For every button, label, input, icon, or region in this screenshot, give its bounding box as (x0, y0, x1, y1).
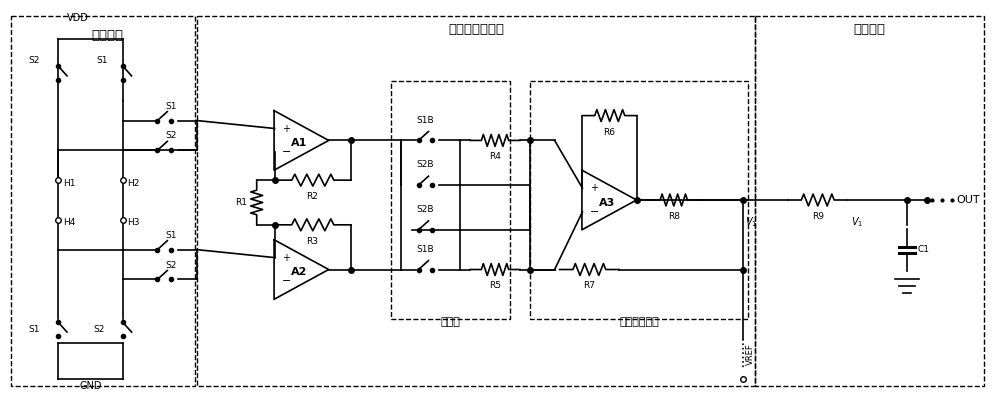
Text: S2: S2 (165, 260, 177, 270)
Text: S2: S2 (165, 132, 177, 140)
Bar (391, 81, 510, 319)
Text: S1B: S1B (417, 116, 434, 124)
Text: A3: A3 (599, 198, 615, 208)
Text: 低通滤波: 低通滤波 (853, 23, 885, 36)
Text: −: − (282, 147, 291, 157)
Text: OUT: OUT (957, 195, 980, 205)
Text: GND: GND (80, 381, 102, 391)
Text: R4: R4 (489, 152, 501, 161)
Text: −: − (590, 207, 599, 217)
Text: −: − (282, 276, 291, 286)
Text: S1: S1 (165, 102, 177, 111)
Text: S1: S1 (29, 324, 40, 334)
Text: S2: S2 (93, 324, 105, 334)
Text: H3: H3 (128, 218, 140, 227)
Text: VREF: VREF (746, 343, 755, 365)
Text: R5: R5 (489, 282, 501, 290)
Text: A2: A2 (291, 268, 308, 278)
Text: R8: R8 (668, 212, 680, 221)
Bar (197, 16, 755, 386)
Text: R3: R3 (306, 237, 318, 246)
Text: S1B: S1B (417, 245, 434, 254)
Text: R2: R2 (306, 192, 318, 201)
Text: R7: R7 (583, 282, 595, 290)
Text: A1: A1 (291, 138, 308, 148)
Bar (11, 16, 195, 386)
Text: S1: S1 (96, 56, 108, 66)
Text: +: + (282, 252, 290, 262)
Text: C1: C1 (917, 245, 929, 254)
Text: +: + (590, 183, 598, 193)
Bar (755, 16, 984, 386)
Text: R6: R6 (603, 128, 615, 136)
Text: H2: H2 (128, 179, 140, 188)
Text: R1: R1 (235, 198, 247, 207)
Text: 仪表运算放大器: 仪表运算放大器 (448, 23, 504, 36)
Text: 旋转电流: 旋转电流 (92, 29, 124, 42)
Text: H1: H1 (63, 179, 76, 188)
Text: VDD: VDD (67, 13, 89, 23)
Text: $V_1$: $V_1$ (745, 215, 758, 229)
Text: H4: H4 (63, 218, 75, 227)
Text: R9: R9 (812, 212, 824, 221)
Text: S2: S2 (29, 56, 40, 66)
Text: S2B: S2B (417, 160, 434, 169)
Text: $V_1$: $V_1$ (851, 215, 863, 229)
Text: 解调器: 解调器 (440, 317, 460, 327)
Text: 单位增益运放: 单位增益运放 (619, 317, 659, 327)
Text: S1: S1 (165, 231, 177, 240)
Text: +: + (282, 124, 290, 134)
Bar (530, 81, 748, 319)
Text: S2B: S2B (417, 205, 434, 214)
